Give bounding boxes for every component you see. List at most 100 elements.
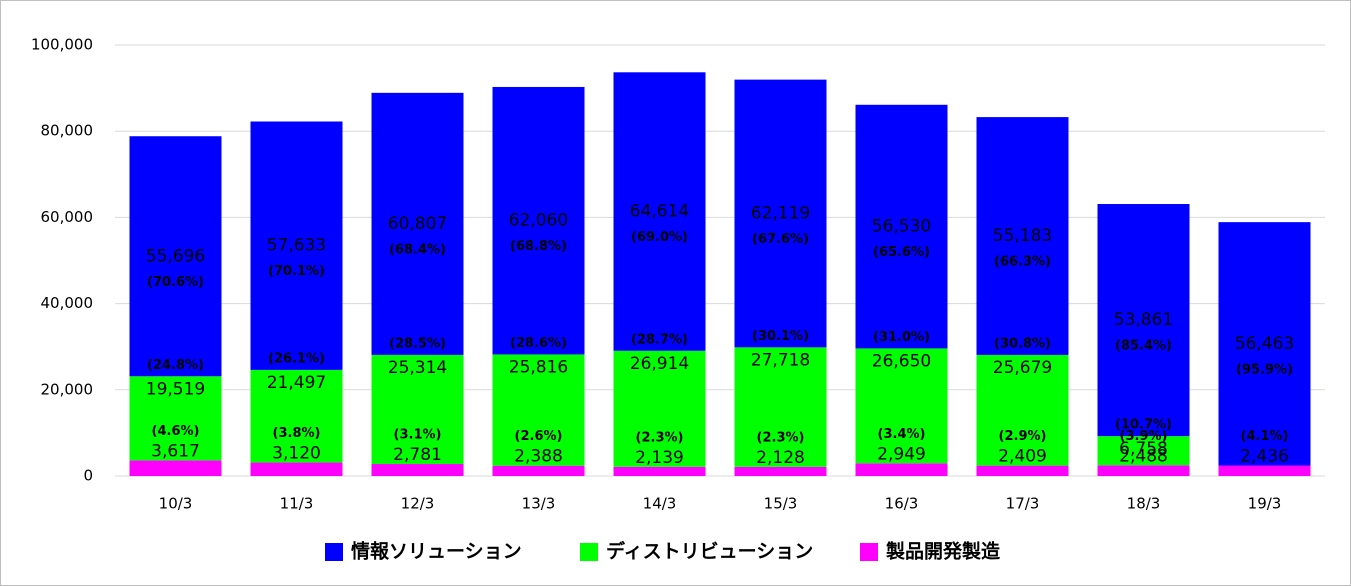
share-label: (28.7%) bbox=[631, 332, 688, 347]
value-label: 3,120 bbox=[272, 444, 321, 464]
x-tick-label: 15/3 bbox=[764, 495, 798, 513]
bar-segment bbox=[371, 464, 464, 476]
value-label: 62,119 bbox=[751, 203, 810, 223]
share-label: (65.6%) bbox=[873, 245, 930, 260]
share-label: (68.4%) bbox=[389, 242, 446, 257]
bar-segment bbox=[1218, 222, 1311, 466]
value-label: 26,650 bbox=[872, 351, 931, 371]
share-label: (24.8%) bbox=[147, 358, 204, 373]
value-label: 64,614 bbox=[630, 202, 689, 222]
share-label: (3.1%) bbox=[394, 428, 442, 443]
legend-label: 製品開発製造 bbox=[885, 540, 1001, 563]
share-label: (4.1%) bbox=[1241, 429, 1289, 444]
x-tick-label: 11/3 bbox=[280, 495, 314, 513]
bar-segment bbox=[613, 350, 706, 467]
value-label: 56,530 bbox=[872, 217, 931, 237]
value-label: 56,463 bbox=[1235, 334, 1294, 354]
x-tick-label: 10/3 bbox=[159, 495, 193, 513]
bar-segment bbox=[1218, 465, 1311, 476]
share-label: (2.6%) bbox=[515, 429, 563, 444]
bar-segment bbox=[734, 347, 827, 467]
bar-segment bbox=[1097, 465, 1190, 476]
x-tick-label: 19/3 bbox=[1248, 495, 1282, 513]
value-label: 2,139 bbox=[635, 448, 684, 468]
y-tick-label: 20,000 bbox=[41, 380, 94, 398]
legend-label: 情報ソリューション bbox=[351, 540, 522, 563]
share-label: (67.6%) bbox=[752, 232, 809, 247]
share-label: (3.4%) bbox=[878, 427, 926, 442]
value-label: 57,633 bbox=[267, 236, 326, 256]
y-tick-label: 80,000 bbox=[41, 122, 94, 140]
bar-segment bbox=[492, 354, 585, 466]
value-label: 55,183 bbox=[993, 226, 1052, 246]
bar-segment bbox=[371, 92, 464, 355]
x-tick-label: 14/3 bbox=[643, 495, 677, 513]
legend-swatch bbox=[860, 543, 878, 561]
share-label: (85.4%) bbox=[1115, 339, 1172, 354]
share-label: (28.5%) bbox=[389, 336, 446, 351]
bar-segment bbox=[492, 465, 585, 476]
bar-segment bbox=[371, 354, 464, 465]
share-label: (31.0%) bbox=[873, 330, 930, 345]
value-label: 2,949 bbox=[877, 444, 926, 464]
share-label: (2.3%) bbox=[757, 430, 805, 445]
value-label: 3,617 bbox=[151, 441, 200, 461]
bar-segment bbox=[129, 136, 222, 377]
bar-segment bbox=[976, 117, 1069, 355]
bar-segment bbox=[129, 376, 222, 461]
value-label: 2,781 bbox=[393, 445, 442, 465]
bar-segment bbox=[855, 104, 948, 349]
y-tick-label: 40,000 bbox=[41, 294, 94, 312]
bar-segment bbox=[855, 463, 948, 476]
share-label: (28.6%) bbox=[510, 336, 567, 351]
bar-segment bbox=[613, 72, 706, 351]
share-label: (3.9%) bbox=[1120, 429, 1168, 444]
share-label: (30.8%) bbox=[994, 336, 1051, 351]
bar-segment bbox=[492, 86, 585, 355]
value-label: 25,679 bbox=[993, 358, 1052, 378]
bar-segment bbox=[976, 465, 1069, 476]
bar-segment bbox=[976, 354, 1069, 466]
value-label: 55,696 bbox=[146, 246, 205, 266]
value-label: 2,388 bbox=[514, 447, 563, 467]
x-tick-label: 17/3 bbox=[1006, 495, 1040, 513]
bar-segment bbox=[613, 466, 706, 476]
x-tick-label: 13/3 bbox=[522, 495, 556, 513]
legend-label: ディストリビューション bbox=[606, 540, 813, 563]
share-label: (70.6%) bbox=[147, 275, 204, 290]
bar-segment bbox=[1097, 436, 1190, 466]
value-label: 25,816 bbox=[509, 357, 568, 377]
x-tick-label: 16/3 bbox=[885, 495, 919, 513]
value-label: 6,758 bbox=[1119, 439, 1168, 459]
value-label: 2,128 bbox=[756, 448, 805, 468]
value-label: 53,861 bbox=[1114, 310, 1173, 330]
bar-segment bbox=[855, 348, 948, 464]
legend-swatch bbox=[325, 543, 343, 561]
value-label: 19,519 bbox=[146, 379, 205, 399]
share-label: (26.1%) bbox=[268, 351, 325, 366]
value-label: 21,497 bbox=[267, 373, 326, 393]
share-label: (10.7%) bbox=[1115, 418, 1172, 433]
bar-segment bbox=[1097, 204, 1190, 437]
bar-segment bbox=[734, 466, 827, 476]
share-label: (95.9%) bbox=[1236, 362, 1293, 377]
bar-segment bbox=[250, 462, 343, 476]
value-label: 25,314 bbox=[388, 358, 447, 378]
share-label: (66.3%) bbox=[994, 255, 1051, 270]
legend-swatch bbox=[580, 543, 598, 561]
share-label: (30.1%) bbox=[752, 329, 809, 344]
value-label: 26,914 bbox=[630, 354, 689, 374]
value-label: 2,436 bbox=[1240, 447, 1289, 467]
x-tick-label: 18/3 bbox=[1127, 495, 1161, 513]
share-label: (4.6%) bbox=[152, 424, 200, 439]
bar-segment bbox=[129, 460, 222, 476]
share-label: (70.1%) bbox=[268, 264, 325, 279]
share-label: (2.9%) bbox=[999, 429, 1047, 444]
value-label: 2,488 bbox=[1119, 446, 1168, 466]
bar-segment bbox=[250, 369, 343, 463]
value-label: 60,807 bbox=[388, 214, 447, 234]
bar-segment bbox=[734, 79, 827, 348]
share-label: (69.0%) bbox=[631, 230, 688, 245]
share-label: (2.3%) bbox=[636, 430, 684, 445]
